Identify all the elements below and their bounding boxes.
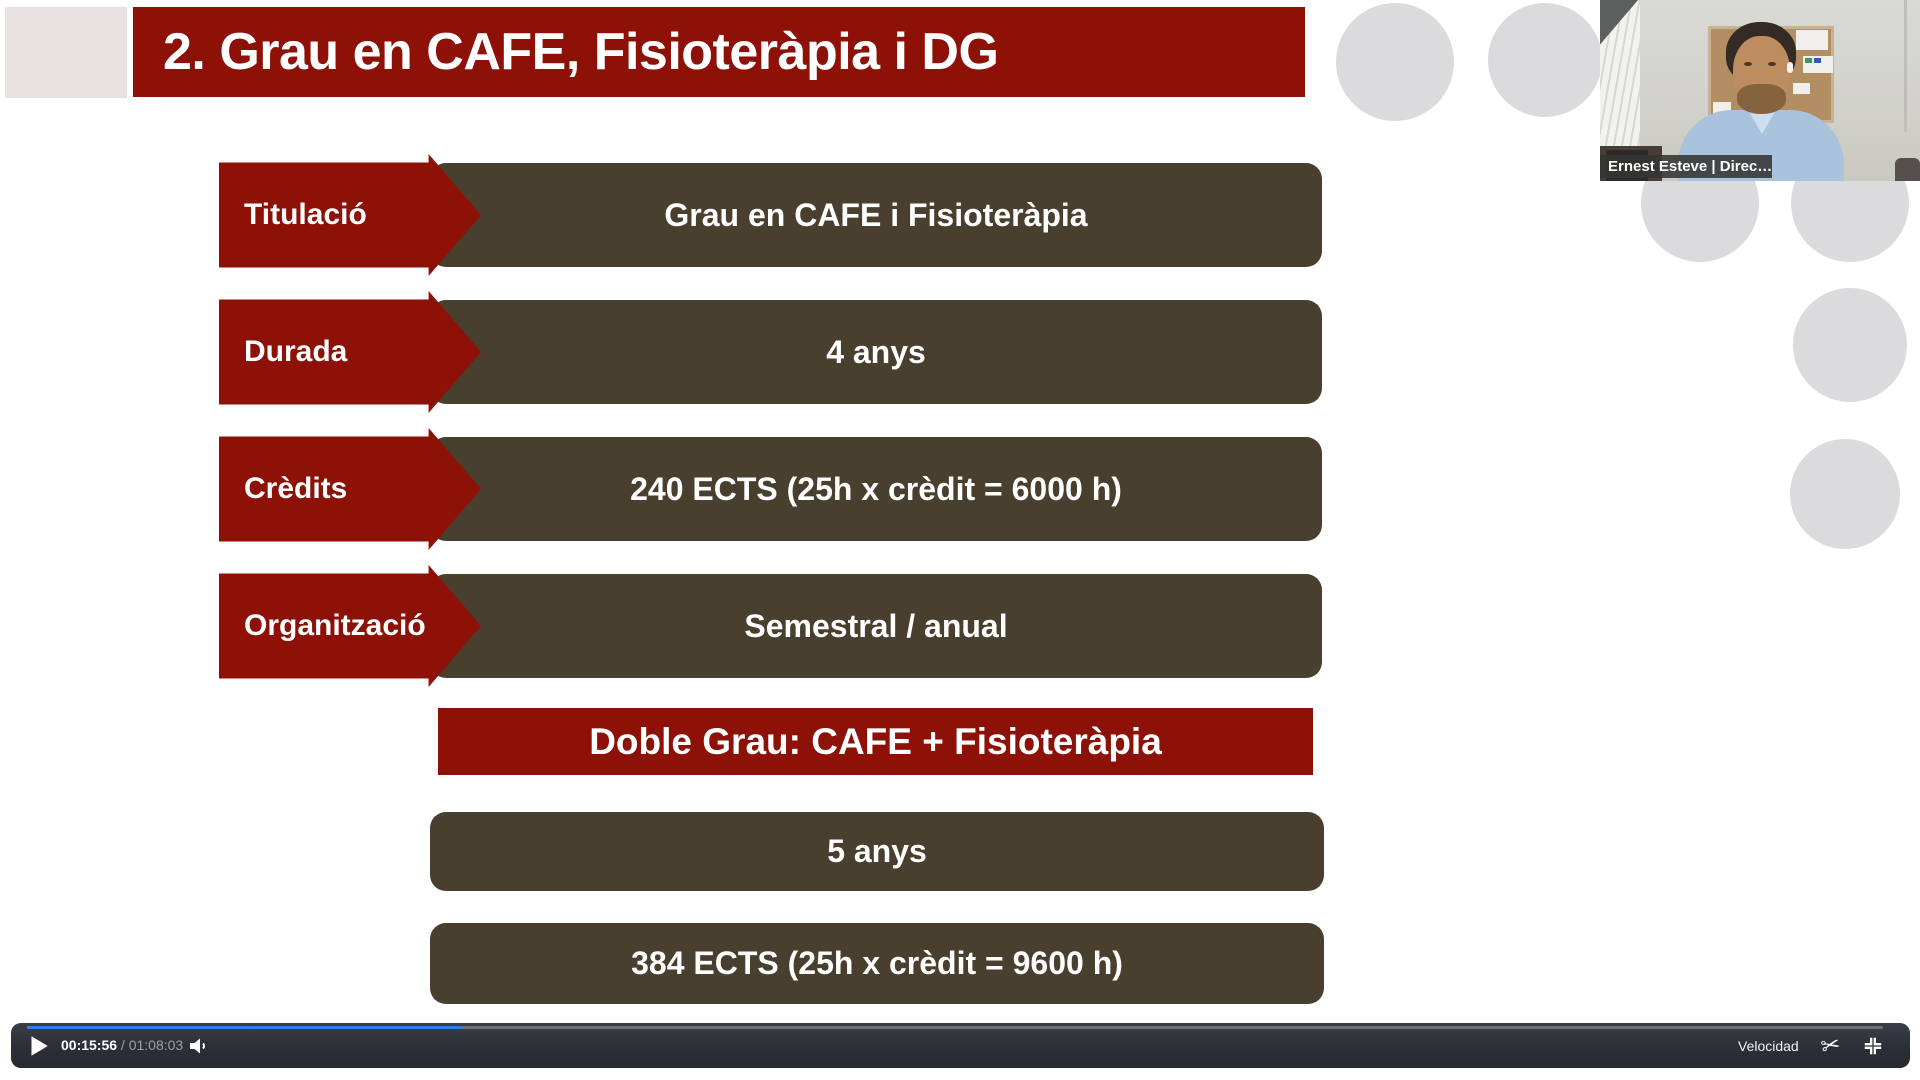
decorative-circle (1488, 3, 1602, 117)
trim-scissors-icon[interactable]: ✂ (1818, 1030, 1843, 1060)
decorative-circle (1793, 288, 1907, 402)
time-display: 00:15:56 / 01:08:03 (61, 1023, 183, 1068)
paper-color-chip (1805, 58, 1812, 63)
compress-icon (1864, 1037, 1882, 1054)
presenter-name-badge: Ernest Esteve | Direc… (1600, 155, 1772, 178)
door-frame (1904, 0, 1907, 132)
slide-corner-decoration (5, 7, 127, 98)
row-label-organitzacio: Organització (219, 565, 481, 687)
paper-color-chip (1814, 58, 1821, 63)
webcam-video[interactable]: Ernest Esteve | Direc… (1600, 0, 1920, 181)
presenter-eye (1768, 62, 1776, 66)
presenter-beard (1737, 84, 1786, 114)
double-degree-years: 5 anys (430, 812, 1324, 891)
row-value-credits: 240 ECTS (25h x crèdit = 6000 h) (430, 437, 1322, 541)
double-degree-banner: Doble Grau: CAFE + Fisioteràpia (438, 708, 1313, 775)
decorative-circle (1790, 439, 1900, 549)
fullscreen-toggle-button[interactable] (1862, 1035, 1884, 1057)
row-value-durada: 4 anys (430, 300, 1322, 404)
progress-played (27, 1026, 462, 1029)
pinned-paper (1793, 83, 1810, 94)
double-degree-credits: 384 ECTS (25h x crèdit = 9600 h) (430, 923, 1324, 1004)
current-time: 00:15:56 (61, 1037, 118, 1053)
right-controls: Velocidad ✂ (1738, 1023, 1884, 1068)
pinned-paper (1796, 30, 1828, 50)
play-icon (31, 1036, 48, 1056)
progress-bar[interactable] (27, 1026, 1883, 1029)
row-value-titulacio: Grau en CAFE i Fisioteràpia (430, 163, 1322, 267)
volume-button[interactable] (187, 1034, 211, 1058)
earbud (1787, 62, 1793, 73)
time-separator: / (117, 1037, 129, 1053)
row-label-titulacio: Titulació (219, 154, 481, 276)
play-button[interactable] (25, 1033, 51, 1059)
total-duration: 01:08:03 (128, 1037, 184, 1053)
chair-silhouette (1895, 158, 1920, 181)
decorative-circle (1336, 3, 1454, 121)
presenter-eye (1744, 62, 1752, 66)
speed-button[interactable]: Velocidad (1738, 1037, 1799, 1054)
row-value-organitzacio: Semestral / anual (430, 574, 1322, 678)
row-label-durada: Durada (219, 291, 481, 413)
volume-icon (190, 1038, 206, 1054)
slide-title: 2. Grau en CAFE, Fisioteràpia i DG (133, 7, 1305, 97)
row-label-credits: Crèdits (219, 428, 481, 550)
player-control-bar: 00:15:56 / 01:08:03 Velocidad ✂ (11, 1023, 1910, 1068)
